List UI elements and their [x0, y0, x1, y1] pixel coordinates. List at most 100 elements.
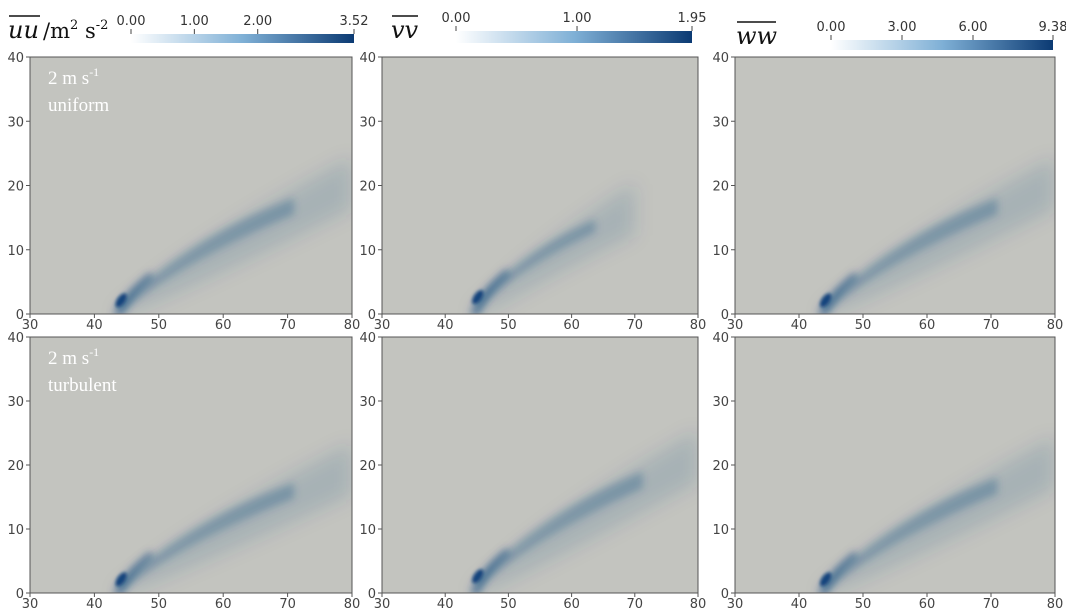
x-tick-label: 80	[344, 318, 361, 333]
x-tick-label: 30	[22, 597, 39, 612]
y-tick-label: 20	[359, 180, 376, 195]
colorbar-tick-label: 6.00	[959, 20, 988, 35]
row-label-speed: 2 m s-1	[48, 345, 99, 369]
plume-region	[816, 436, 1055, 593]
plume-region	[469, 430, 698, 593]
x-tick-label: 80	[690, 597, 707, 612]
plume-core	[819, 293, 832, 308]
colorbar-tick-label: 3.52	[340, 14, 369, 29]
y-tick-label: 20	[359, 459, 376, 474]
x-tick-label: 30	[727, 597, 744, 612]
x-tick-label: 30	[374, 318, 391, 333]
plume-band	[820, 477, 998, 589]
x-tick-label: 50	[500, 597, 517, 612]
y-tick-label: 40	[359, 51, 376, 66]
x-tick-label: 80	[690, 318, 707, 333]
colorbar-tick-label: 3.00	[888, 20, 917, 35]
quantity-symbol-ww: ww	[736, 22, 778, 50]
colorbar-tick-label: 1.95	[678, 11, 707, 26]
y-tick-label: 40	[712, 51, 729, 66]
colorbar-tick-label: 1.00	[180, 14, 209, 29]
y-tick-label: 10	[7, 523, 24, 538]
y-tick-label: 0	[16, 587, 24, 602]
y-tick-label: 10	[712, 244, 729, 259]
heatmap-panel-uniform-ww: 30 40 50 60 70 80 0 10 20 30 40	[712, 51, 1063, 333]
x-tick-label: 60	[563, 597, 580, 612]
y-tick-label: 30	[7, 395, 24, 410]
plume-region	[816, 157, 1055, 314]
x-tick-label: 70	[983, 597, 1000, 612]
row-label-speed: 2 m s-1	[48, 65, 99, 89]
heatmap-panel-uniform-vv: 30 40 50 60 70 80 0 10 20 30 40	[359, 51, 706, 333]
x-tick-label: 70	[279, 597, 296, 612]
x-tick-label: 50	[151, 597, 168, 612]
x-tick-label: 40	[437, 318, 454, 333]
y-tick-label: 20	[7, 180, 24, 195]
plume-streak	[470, 548, 510, 593]
y-tick-label: 30	[712, 395, 729, 410]
x-tick-label: 80	[1047, 597, 1064, 612]
y-tick-label: 40	[7, 51, 24, 66]
colorbar-title-vv: vv	[391, 15, 419, 44]
colorbar-tick-label: 9.38	[1039, 20, 1066, 35]
colorbar-title-uu: uu /m2 s-2	[8, 15, 108, 44]
y-tick-label: 10	[7, 244, 24, 259]
plume-core	[819, 572, 832, 587]
heatmap-panel-turbulent-vv: 30 40 50 60 70 80 0 10 20 30 40	[359, 331, 706, 612]
x-tick-label: 40	[791, 597, 808, 612]
x-tick-label: 60	[919, 597, 936, 612]
colorbar-tick-label: 2.00	[243, 14, 272, 29]
x-tick-label: 50	[855, 597, 872, 612]
x-tick-label: 70	[983, 318, 1000, 333]
colorbar-title-ww: ww	[736, 21, 778, 50]
plume-band	[472, 219, 596, 307]
y-tick-label: 10	[359, 523, 376, 538]
y-tick-label: 40	[7, 331, 24, 346]
colorbar-tick-label: 0.00	[442, 11, 471, 26]
colorbar-vv: 0.00 1.00 1.95	[442, 11, 707, 43]
x-tick-label: 60	[563, 318, 580, 333]
y-tick-label: 40	[359, 331, 376, 346]
y-tick-label: 0	[368, 587, 376, 602]
y-tick-label: 10	[712, 523, 729, 538]
y-tick-label: 20	[712, 180, 729, 195]
colorbar-gradient	[831, 40, 1053, 50]
colorbar-gradient	[456, 31, 692, 43]
y-tick-label: 0	[721, 308, 729, 323]
x-tick-label: 80	[1047, 318, 1064, 333]
plume-band	[116, 197, 295, 310]
heatmap-panel-turbulent-uu: 30 40 50 60 70 80 0 10 20 30 40 2 m s-1 turbulent	[7, 331, 360, 612]
plume-band	[116, 482, 295, 589]
x-tick-label: 60	[215, 597, 232, 612]
y-tick-label: 30	[7, 115, 24, 130]
y-tick-label: 20	[7, 459, 24, 474]
colorbars: 0.00 1.00 2.00 3.52 0.00 1.00 1.95 0.00 3.00 6.00…	[117, 11, 1066, 50]
plume-region	[469, 182, 635, 314]
plume-core	[472, 290, 484, 305]
plume-region	[112, 443, 352, 593]
plume-region	[112, 157, 352, 314]
x-tick-label: 70	[279, 318, 296, 333]
colorbar-tick-label: 0.00	[117, 14, 146, 29]
x-tick-label: 70	[627, 597, 644, 612]
y-tick-label: 0	[16, 308, 24, 323]
colorbar-header: uu /m2 s-2 vv ww	[8, 15, 778, 50]
x-tick-label: 40	[791, 318, 808, 333]
x-tick-label: 30	[727, 318, 744, 333]
plume-core	[472, 569, 484, 584]
y-tick-label: 40	[712, 331, 729, 346]
plume-band	[472, 471, 643, 586]
heatmap-panel-turbulent-ww: 30 40 50 60 70 80 0 10 20 30 40	[712, 331, 1063, 612]
y-tick-label: 20	[712, 459, 729, 474]
y-tick-label: 30	[359, 115, 376, 130]
x-tick-label: 80	[344, 597, 361, 612]
row-label-inflow: turbulent	[48, 375, 117, 396]
quantity-symbol-vv: vv	[391, 16, 419, 44]
plume-band	[820, 197, 998, 310]
plume-core	[115, 572, 127, 587]
x-tick-label: 40	[437, 597, 454, 612]
units-text: /m2 s-2	[43, 18, 108, 43]
x-tick-label: 50	[151, 318, 168, 333]
